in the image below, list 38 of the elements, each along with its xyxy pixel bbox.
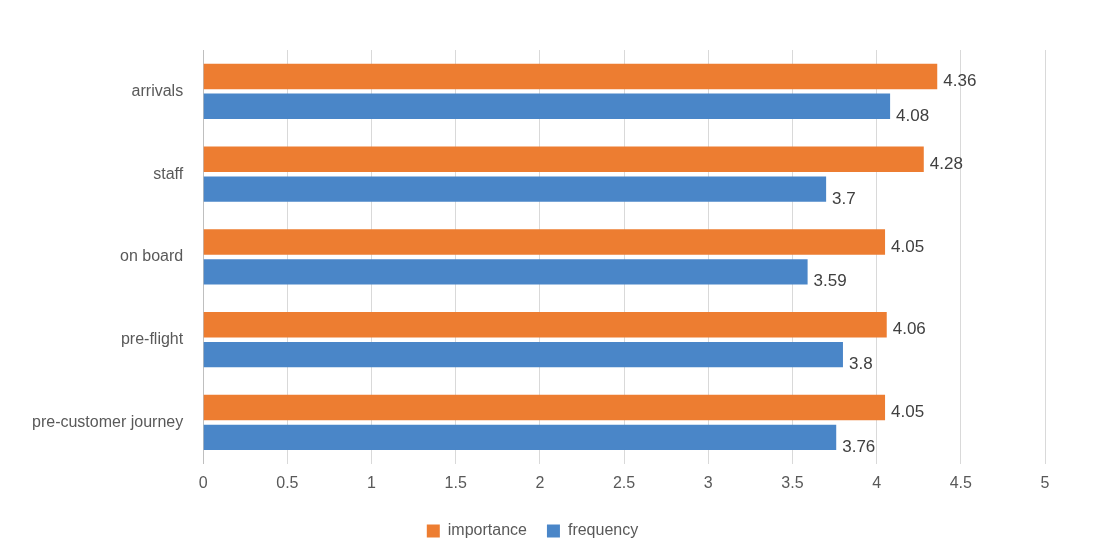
bar (203, 93, 891, 119)
legend-label: importance (447, 521, 528, 539)
y-tick-label: arrivals (131, 81, 184, 99)
x-tick-label: 4.5 (949, 473, 973, 491)
legend-label: frequency (567, 521, 639, 539)
data-label: 4.28 (929, 153, 963, 173)
bar (203, 63, 938, 90)
data-label: 3.76 (842, 437, 876, 456)
bar (203, 229, 886, 255)
x-tick-label: 1.5 (444, 473, 467, 491)
data-label: 3.8 (848, 354, 873, 374)
x-tick-label: 3.5 (781, 473, 804, 491)
x-tick-label: 0 (198, 473, 208, 491)
data-label: 4.05 (891, 236, 925, 256)
bar (203, 259, 808, 285)
data-label: 4.06 (892, 319, 926, 339)
data-label: 3.7 (832, 188, 856, 208)
bar (203, 341, 843, 368)
y-tick-label: pre-customer journey (32, 412, 184, 430)
bar (203, 146, 924, 172)
y-tick-label: pre-flight (120, 330, 184, 348)
x-tick-label: 5 (1040, 473, 1050, 491)
x-tick-label: 4 (872, 473, 882, 491)
data-label: 4.36 (943, 71, 977, 91)
x-tick-label: 3 (703, 473, 713, 491)
y-tick-label: on board (120, 247, 184, 265)
data-label: 3.59 (813, 271, 847, 291)
bar (203, 394, 886, 421)
x-tick-label: 2.5 (612, 473, 636, 491)
bar (203, 176, 827, 202)
x-tick-label: 0.5 (276, 473, 299, 491)
data-label: 4.05 (891, 402, 925, 422)
x-tick-label: 1 (367, 473, 377, 491)
bar (203, 312, 887, 338)
x-tick-label: 2 (535, 473, 545, 491)
data-label: 4.08 (896, 105, 930, 125)
bar (203, 424, 837, 450)
y-tick-label: staff (153, 164, 184, 182)
